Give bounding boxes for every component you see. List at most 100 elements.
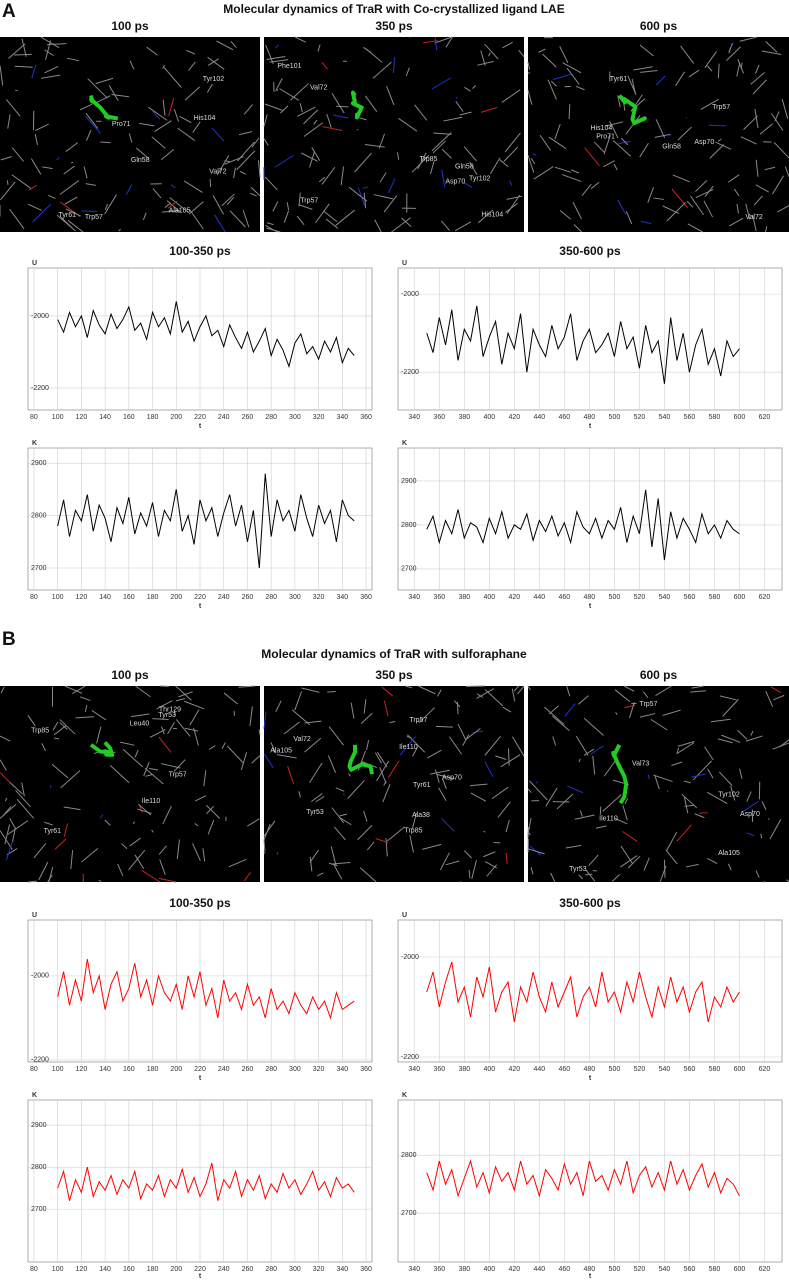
x-tick-label: 300 (289, 1266, 301, 1273)
x-tick-label: 80 (30, 1266, 38, 1273)
bond (175, 685, 192, 701)
bond (620, 855, 638, 868)
bond (477, 60, 494, 66)
bond (309, 762, 323, 783)
bond (129, 837, 141, 847)
bond (317, 872, 324, 877)
bond (622, 805, 628, 821)
bond (160, 148, 175, 161)
x-tick-label: 500 (609, 1266, 621, 1273)
x-tick-label: 360 (360, 594, 372, 601)
bond (6, 841, 13, 860)
bond (584, 147, 600, 167)
bond (45, 40, 52, 60)
bond (590, 181, 600, 189)
residue-label: Trp57 (85, 214, 103, 221)
bond (700, 98, 720, 110)
bond (652, 774, 673, 783)
bond (528, 780, 548, 801)
x-tick-label: 100 (52, 1266, 64, 1273)
bond (309, 151, 316, 168)
bond (750, 72, 765, 85)
x-tick-label: 560 (684, 1266, 696, 1273)
bond (64, 196, 78, 205)
bond (137, 803, 152, 816)
bond (214, 214, 226, 233)
x-tick-label: 360 (360, 1066, 372, 1073)
x-tick-label: 360 (433, 414, 445, 421)
x-tick-label: 540 (659, 414, 671, 421)
bond (611, 874, 621, 882)
y-tick-label: -2000 (31, 313, 49, 320)
bond (688, 69, 700, 78)
bond (739, 768, 743, 779)
bond (654, 775, 660, 790)
bond (593, 141, 605, 153)
bond (362, 186, 369, 189)
y-axis-label: U (32, 912, 37, 919)
bond (441, 220, 451, 231)
bond (386, 86, 395, 106)
x-tick-label: 560 (684, 594, 696, 601)
bond (545, 787, 558, 807)
bond (753, 195, 763, 206)
residue-label: Trp57 (300, 197, 318, 204)
bond (366, 841, 375, 851)
bond (502, 41, 513, 49)
bond (509, 180, 513, 186)
bond (301, 152, 318, 162)
bond (149, 768, 158, 771)
x-tick-label: 500 (609, 414, 621, 421)
bond (386, 826, 406, 842)
x-tick-label: 280 (265, 414, 277, 421)
bond (706, 65, 713, 72)
bond (769, 819, 782, 840)
x-tick-label: 580 (709, 414, 721, 421)
bond (745, 735, 763, 742)
bond (0, 181, 16, 201)
x-tick-label: 100 (52, 414, 64, 421)
bond (175, 698, 185, 702)
bond (418, 685, 436, 695)
bond (760, 833, 763, 839)
bond (559, 46, 569, 64)
bond (457, 723, 467, 741)
bond (612, 140, 632, 157)
x-tick-label: 200 (170, 1266, 182, 1273)
residue-label: Tyr53 (569, 866, 587, 873)
bond (41, 74, 61, 79)
x-tick-label: 560 (684, 414, 696, 421)
bond (491, 786, 509, 800)
x-tick-label: 80 (30, 1066, 38, 1073)
bond (609, 120, 619, 139)
bond (603, 760, 616, 777)
residue-label: Ile110 (399, 744, 418, 751)
bond (585, 869, 596, 882)
residue-label: Trp57 (409, 717, 427, 724)
bond (443, 116, 463, 122)
bond (430, 769, 450, 775)
residue-label: Phe101 (277, 63, 301, 70)
bond (434, 36, 453, 44)
bond (12, 827, 16, 842)
x-tick-label: 180 (147, 414, 159, 421)
bond (625, 211, 633, 225)
bond (383, 700, 389, 717)
bond (184, 86, 201, 101)
bond (240, 752, 248, 771)
chart-title: 100-350 ps (169, 244, 231, 258)
x-tick-label: 120 (76, 414, 88, 421)
bond (60, 770, 81, 789)
y-axis-label: K (402, 1092, 407, 1099)
x-axis-label: t (199, 603, 202, 610)
molecule-image: Tyr61 Gln58 Asp70 Trp57 Pro71 His104 Val72 (527, 36, 789, 233)
residue-label: Val73 (632, 761, 649, 768)
bond (134, 749, 139, 758)
bond (379, 172, 387, 183)
residue-label: Ile110 (142, 798, 161, 805)
bond (283, 721, 300, 735)
bond (15, 789, 31, 808)
bond (391, 217, 411, 233)
bond (299, 103, 303, 113)
bond (715, 141, 732, 150)
